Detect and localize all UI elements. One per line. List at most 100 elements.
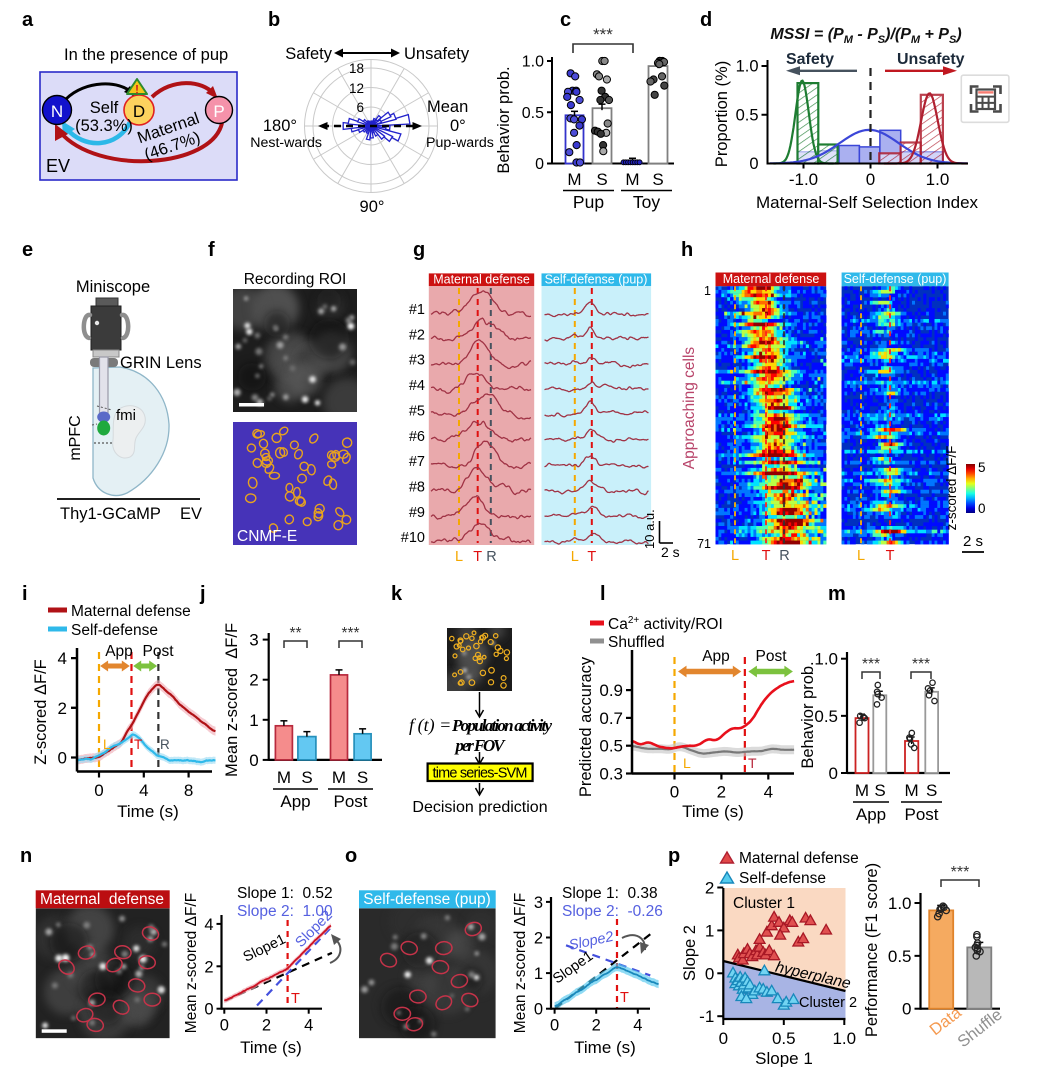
svg-text:5: 5	[978, 460, 986, 475]
svg-text:App: App	[105, 643, 133, 660]
svg-text:0: 0	[866, 170, 875, 189]
svg-text:Slope 1: Slope 1	[755, 1049, 813, 1067]
svg-text:Slope 1: 0.38: Slope 1: 0.38	[562, 885, 658, 902]
svg-text:z-scored ΔF/F: z-scored ΔF/F	[944, 446, 959, 531]
svg-text:0.3: 0.3	[599, 765, 623, 784]
svg-text:Time (s): Time (s)	[117, 802, 179, 821]
svg-text:a: a	[22, 9, 34, 31]
svg-text:#2: #2	[409, 327, 425, 343]
svg-text:S: S	[301, 768, 312, 787]
svg-text:0°: 0°	[450, 117, 466, 135]
svg-text:M: M	[277, 768, 291, 787]
svg-text:Self-defense (pup): Self-defense (pup)	[844, 272, 947, 286]
svg-text:4: 4	[204, 916, 213, 934]
svg-text:Toy: Toy	[633, 192, 660, 212]
svg-text:Post: Post	[142, 643, 174, 660]
svg-text:0: 0	[719, 1029, 728, 1048]
svg-text:Post: Post	[755, 648, 787, 665]
svg-text:S: S	[652, 170, 663, 189]
svg-text:m: m	[828, 583, 846, 605]
svg-text:f (t) =: f (t) =	[409, 715, 456, 736]
svg-text:***: ***	[593, 25, 613, 44]
svg-text:S: S	[926, 781, 937, 800]
svg-text:-1: -1	[699, 1007, 714, 1026]
svg-text:Self: Self	[90, 99, 119, 117]
svg-text:mPFC: mPFC	[67, 415, 84, 460]
svg-text:-1.0: -1.0	[789, 170, 818, 189]
svg-text:#6: #6	[409, 429, 425, 445]
svg-text:0: 0	[249, 751, 258, 770]
svg-text:h: h	[681, 239, 693, 261]
svg-text:L: L	[731, 548, 739, 564]
svg-text:i: i	[22, 583, 28, 605]
svg-text:S: S	[596, 170, 607, 189]
svg-text:App: App	[856, 805, 886, 824]
svg-text:Maternal-Self Selection Index: Maternal-Self Selection Index	[756, 193, 979, 212]
svg-text:1.0: 1.0	[736, 58, 759, 76]
svg-text:L: L	[857, 548, 865, 564]
svg-text:T: T	[291, 991, 300, 1007]
svg-text:2: 2	[204, 958, 213, 976]
svg-text:Cluster 2: Cluster 2	[799, 995, 857, 1011]
svg-text:2: 2	[262, 1017, 271, 1035]
svg-text:#8: #8	[409, 479, 425, 495]
svg-text:4: 4	[764, 783, 773, 802]
svg-text:1.0: 1.0	[888, 894, 912, 913]
svg-text:0: 0	[534, 1001, 543, 1019]
svg-text:0: 0	[535, 156, 544, 173]
svg-text:Population activity: Population activity	[451, 716, 552, 735]
svg-text:M: M	[332, 768, 346, 787]
svg-text:2: 2	[592, 1017, 601, 1035]
svg-text:Safety: Safety	[786, 51, 834, 68]
svg-text:#9: #9	[409, 505, 425, 521]
svg-text:2: 2	[534, 930, 543, 948]
svg-text:0: 0	[58, 749, 67, 768]
svg-text:3: 3	[249, 631, 258, 650]
svg-text:EV: EV	[46, 156, 70, 176]
svg-text:L: L	[683, 755, 691, 771]
svg-text:4: 4	[58, 649, 67, 668]
svg-text:Pup: Pup	[573, 192, 604, 212]
svg-text:2: 2	[58, 699, 67, 718]
svg-text:M: M	[855, 781, 869, 800]
svg-text:0: 0	[902, 1000, 911, 1019]
svg-text:S: S	[357, 768, 368, 787]
svg-text:1: 1	[534, 965, 543, 983]
svg-text:1: 1	[704, 284, 711, 298]
svg-text:Maternal defense: Maternal defense	[71, 603, 191, 620]
svg-text:#1: #1	[409, 302, 425, 318]
svg-text:N: N	[51, 102, 63, 121]
svg-text:Ca2+ activity/ROI: Ca2+ activity/ROI	[608, 615, 723, 633]
svg-text:90°: 90°	[360, 198, 385, 216]
svg-text:Shuffled: Shuffled	[608, 634, 665, 651]
svg-text:R: R	[779, 548, 789, 564]
svg-text:o: o	[345, 845, 357, 867]
svg-text:k: k	[391, 583, 403, 605]
svg-text:1.0: 1.0	[522, 54, 544, 71]
svg-text:Mean z-scored ΔF/F: Mean z-scored ΔF/F	[183, 893, 200, 1033]
svg-text:R: R	[486, 549, 496, 565]
svg-text:Miniscope: Miniscope	[76, 278, 150, 296]
svg-text:T: T	[134, 737, 142, 752]
svg-text:6: 6	[356, 100, 364, 115]
svg-text:0: 0	[670, 783, 679, 802]
svg-text:0.5: 0.5	[522, 105, 544, 122]
svg-text:18: 18	[349, 61, 364, 76]
svg-text:4: 4	[139, 781, 148, 800]
svg-text:Unsafety: Unsafety	[404, 45, 470, 63]
svg-text:4: 4	[304, 1017, 313, 1035]
svg-text:T: T	[762, 548, 771, 564]
svg-text:Mean: Mean	[427, 98, 468, 116]
svg-text:Nest-wards: Nest-wards	[250, 135, 322, 151]
svg-text:D: D	[133, 102, 145, 121]
svg-text:d: d	[700, 9, 712, 31]
svg-text:1.0: 1.0	[814, 650, 838, 669]
svg-text:Maternal defense: Maternal defense	[739, 850, 859, 867]
svg-text:App: App	[702, 648, 730, 665]
svg-text:1.0: 1.0	[832, 1029, 856, 1048]
svg-text:M: M	[625, 170, 639, 189]
svg-text:f: f	[208, 239, 215, 261]
svg-text:2: 2	[249, 671, 258, 690]
svg-text:Recording ROI: Recording ROI	[244, 271, 347, 288]
svg-text:3: 3	[534, 894, 543, 912]
